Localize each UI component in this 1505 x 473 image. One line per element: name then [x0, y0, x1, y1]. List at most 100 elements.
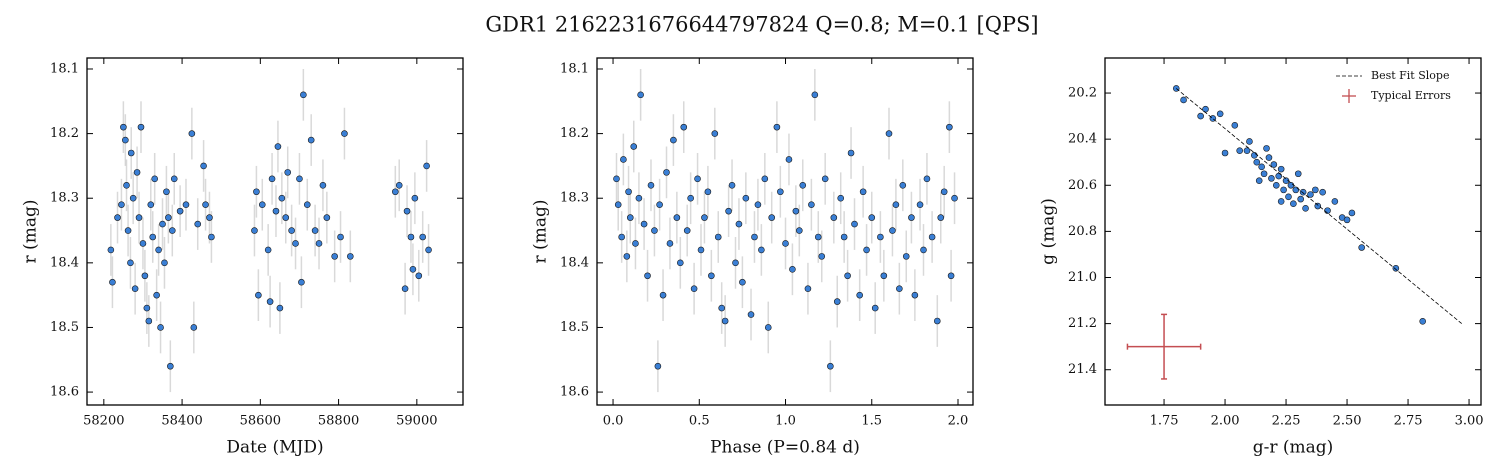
data-point — [871, 304, 879, 312]
data-point — [1290, 200, 1297, 208]
data-point — [859, 188, 867, 196]
data-point — [940, 188, 948, 196]
data-point — [423, 162, 430, 170]
data-point — [928, 233, 936, 241]
data-point — [323, 214, 331, 221]
data-point — [137, 123, 145, 131]
data-point — [167, 362, 174, 370]
data-point — [303, 201, 311, 208]
data-point — [129, 194, 137, 202]
data-point — [690, 285, 698, 292]
data-point — [885, 130, 893, 137]
data-point — [274, 143, 282, 150]
data-point — [635, 194, 643, 202]
data-point — [292, 240, 299, 247]
x-tick-label: 1.75 — [1150, 414, 1179, 429]
y-tick-label: 21.2 — [1068, 316, 1097, 331]
data-point — [1312, 186, 1319, 194]
data-point — [896, 285, 903, 292]
data-point — [761, 175, 769, 183]
data-point — [176, 207, 184, 215]
data-point — [799, 181, 807, 189]
data-point — [837, 194, 845, 202]
data-point — [264, 246, 272, 254]
data-point — [666, 240, 674, 247]
y-axis-label: r (mag) — [21, 200, 41, 264]
data-point — [255, 291, 262, 299]
x-tick-label: 2.50 — [1333, 414, 1362, 429]
data-point — [1275, 172, 1283, 180]
data-point — [1302, 205, 1309, 212]
data-point — [114, 214, 121, 221]
data-point — [773, 123, 781, 131]
x-tick-label: 58600 — [240, 414, 281, 429]
data-point — [851, 220, 858, 228]
data-point — [395, 181, 403, 189]
data-point — [623, 253, 631, 260]
legend-label: Typical Errors — [1371, 89, 1451, 102]
data-point — [647, 181, 655, 189]
data-point — [777, 188, 784, 196]
data-point — [425, 246, 432, 254]
data-point — [1331, 198, 1339, 205]
data-point — [143, 304, 151, 312]
data-point — [680, 123, 688, 131]
data-point — [764, 324, 772, 331]
data-point — [1348, 209, 1356, 217]
data-point — [311, 227, 319, 234]
data-point — [1258, 163, 1265, 171]
y-tick-label: 18.6 — [560, 385, 589, 400]
data-point — [718, 304, 726, 312]
y-tick-label: 18.5 — [560, 320, 589, 335]
data-point — [251, 227, 258, 234]
best-fit-line — [1175, 88, 1462, 324]
data-point — [947, 272, 955, 280]
data-point — [697, 246, 705, 254]
data-point — [1358, 244, 1365, 251]
data-point — [637, 91, 644, 99]
data-point — [120, 123, 127, 131]
x-tick-label: 58200 — [83, 414, 124, 429]
data-point — [618, 233, 625, 241]
data-point — [833, 298, 841, 305]
data-point — [1285, 193, 1292, 201]
data-point — [863, 246, 870, 254]
x-tick-label: 1.0 — [775, 414, 796, 429]
data-point — [123, 181, 130, 189]
data-point — [916, 201, 924, 208]
data-point — [296, 175, 303, 183]
data-point — [751, 233, 758, 241]
data-point — [782, 240, 789, 247]
data-point — [1297, 195, 1304, 203]
data-point — [880, 272, 888, 280]
data-point — [268, 175, 276, 183]
data-point — [415, 272, 423, 280]
x-tick-label: 3.00 — [1455, 414, 1484, 429]
data-point — [670, 136, 677, 144]
data-point — [902, 253, 910, 260]
y-tick-label: 20.4 — [1068, 132, 1097, 147]
data-point — [821, 175, 829, 183]
data-point — [1319, 188, 1326, 196]
data-point — [135, 214, 143, 221]
data-point — [1255, 177, 1263, 184]
data-point — [683, 227, 691, 234]
data-point — [814, 233, 822, 241]
data-point — [200, 162, 207, 170]
data-point — [124, 227, 132, 234]
data-point — [407, 233, 415, 241]
x-tick-label: 59000 — [396, 414, 437, 429]
data-point — [630, 143, 638, 150]
data-point — [1307, 191, 1314, 198]
data-point — [827, 362, 834, 370]
data-point — [644, 272, 651, 280]
y-tick-label: 18.4 — [560, 255, 589, 270]
data-point — [147, 201, 155, 208]
data-point — [1272, 181, 1280, 189]
data-point — [708, 272, 715, 280]
data-point — [711, 130, 719, 137]
data-point — [840, 233, 848, 241]
data-point — [168, 227, 176, 234]
axes-frame — [596, 57, 974, 406]
